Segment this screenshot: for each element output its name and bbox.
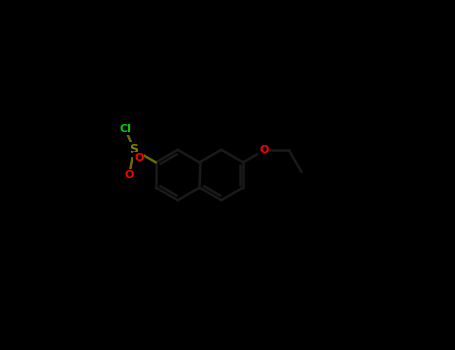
Text: O: O <box>125 170 134 180</box>
Text: O: O <box>134 153 143 163</box>
Text: S: S <box>130 143 138 156</box>
Text: O: O <box>259 146 268 155</box>
Text: Cl: Cl <box>119 124 131 134</box>
